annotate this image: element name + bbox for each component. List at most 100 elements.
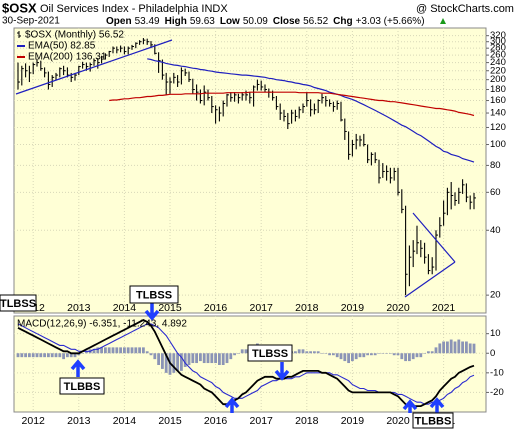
ema-line xyxy=(147,58,475,163)
histogram-bar xyxy=(381,353,385,354)
symbol: $OSX xyxy=(2,0,37,15)
x-tick-label: 2019 xyxy=(341,415,365,427)
histogram-bar xyxy=(69,353,73,358)
histogram-bar xyxy=(214,353,217,364)
histogram-bar xyxy=(434,347,438,354)
histogram-bar xyxy=(157,353,160,365)
histogram-bar xyxy=(142,347,145,354)
histogram-bar xyxy=(377,353,381,354)
histogram-bar xyxy=(366,353,369,356)
histogram-bar xyxy=(134,347,138,354)
histogram-bar xyxy=(297,349,301,354)
y-tick-label: 10 xyxy=(490,328,501,339)
y-tick-label: 200 xyxy=(490,74,506,85)
histogram-bar xyxy=(461,341,464,354)
histogram-bar xyxy=(35,353,39,358)
quote-value: 59.63 xyxy=(190,16,215,27)
x-tick-label: 2014 xyxy=(113,302,137,314)
histogram-bar xyxy=(339,353,343,360)
histogram-bar xyxy=(465,341,468,354)
y-tick-label: 60 xyxy=(490,187,501,198)
y-tick-label: 240 xyxy=(490,57,506,68)
quote-label: High xyxy=(165,16,187,27)
y-tick-label: 140 xyxy=(490,108,506,119)
histogram-bar xyxy=(20,353,24,358)
histogram-bar xyxy=(16,353,20,358)
macd-title: MACD(12,26,9) -6.351, -11.243, 4.892 xyxy=(17,319,187,330)
histogram-bar xyxy=(138,347,141,354)
histogram-bar xyxy=(77,353,81,356)
x-tick-label: 2018 xyxy=(295,415,319,427)
up-arrow xyxy=(440,18,446,24)
overlay: TLBSS TLBSS TLBBS TLBSS TLBBS xyxy=(0,39,456,429)
histogram-bar xyxy=(408,353,411,362)
histogram-bar xyxy=(411,353,415,360)
histogram-bar xyxy=(73,353,77,358)
histogram-bar xyxy=(81,353,84,354)
y-tick-label: 300 xyxy=(490,36,506,47)
histogram-bar xyxy=(202,353,206,364)
x-tick-label: 2015 xyxy=(158,302,182,314)
histogram-bar xyxy=(50,353,54,358)
x-tick-label: 2016 xyxy=(204,302,228,314)
annotation-box xyxy=(247,344,293,362)
quote-value: +3.03 (+5.66%) xyxy=(356,16,425,27)
histogram-bar xyxy=(294,351,297,354)
trendline xyxy=(404,261,456,298)
x-tick-label: 2020 xyxy=(386,302,410,314)
quote-label: Chg xyxy=(333,16,352,27)
histogram-bar xyxy=(373,353,377,356)
trendline xyxy=(15,39,173,95)
histogram-bar xyxy=(176,353,179,371)
histogram-bar xyxy=(404,353,407,362)
histogram-bar xyxy=(161,353,164,369)
y-tick-label: -20 xyxy=(490,387,504,398)
date: 30-Sep-2021 xyxy=(2,16,60,27)
x-tick-label: 2012 xyxy=(22,415,46,427)
y-tick-label: 120 xyxy=(490,122,506,133)
arrow xyxy=(429,397,445,413)
annotation-box xyxy=(412,412,454,429)
histogram-bar xyxy=(145,351,149,354)
histogram-bar xyxy=(195,353,198,364)
histogram-bar xyxy=(180,353,183,371)
histogram-bar xyxy=(324,353,328,354)
signal-line xyxy=(17,323,475,405)
histogram-bar xyxy=(389,353,392,354)
histogram-bar xyxy=(415,353,419,358)
arrow xyxy=(402,399,418,413)
histogram-bar xyxy=(66,353,69,358)
quote-value: 56.52 xyxy=(303,16,328,27)
quote-label: Low xyxy=(220,16,240,27)
histogram-bar xyxy=(92,349,96,354)
histogram-bar xyxy=(354,353,358,360)
histogram-bar xyxy=(221,353,225,365)
histogram-bar xyxy=(54,353,58,358)
y-tick-label: 320 xyxy=(490,30,506,41)
histogram-bar xyxy=(449,339,453,354)
histogram-bar xyxy=(313,351,316,354)
quote: Open 53.49 High 59.63 Low 50.09 Close 56.52 Chg +… xyxy=(106,16,425,27)
ema-line xyxy=(109,91,475,117)
histogram-bar xyxy=(309,351,312,354)
histogram-bar xyxy=(210,353,214,364)
histogram-bar xyxy=(218,353,221,365)
x-tick-label: 2014 xyxy=(113,415,137,427)
histogram-bar xyxy=(96,347,100,354)
histogram-bar xyxy=(100,347,103,354)
histogram-bar xyxy=(305,351,309,354)
quote-value: 50.09 xyxy=(243,16,268,27)
histogram-bar xyxy=(423,353,426,354)
histogram-bar xyxy=(316,351,320,354)
x-tick-label: 2021 xyxy=(432,302,456,314)
histogram-bar xyxy=(123,347,126,354)
histogram-bar xyxy=(446,341,449,354)
histogram-bar xyxy=(392,353,396,356)
histogram-bar xyxy=(199,353,202,362)
legend-icon xyxy=(17,31,21,38)
arrow xyxy=(224,397,240,413)
histogram-bar xyxy=(430,351,434,354)
y-tick-label: 180 xyxy=(490,84,506,95)
